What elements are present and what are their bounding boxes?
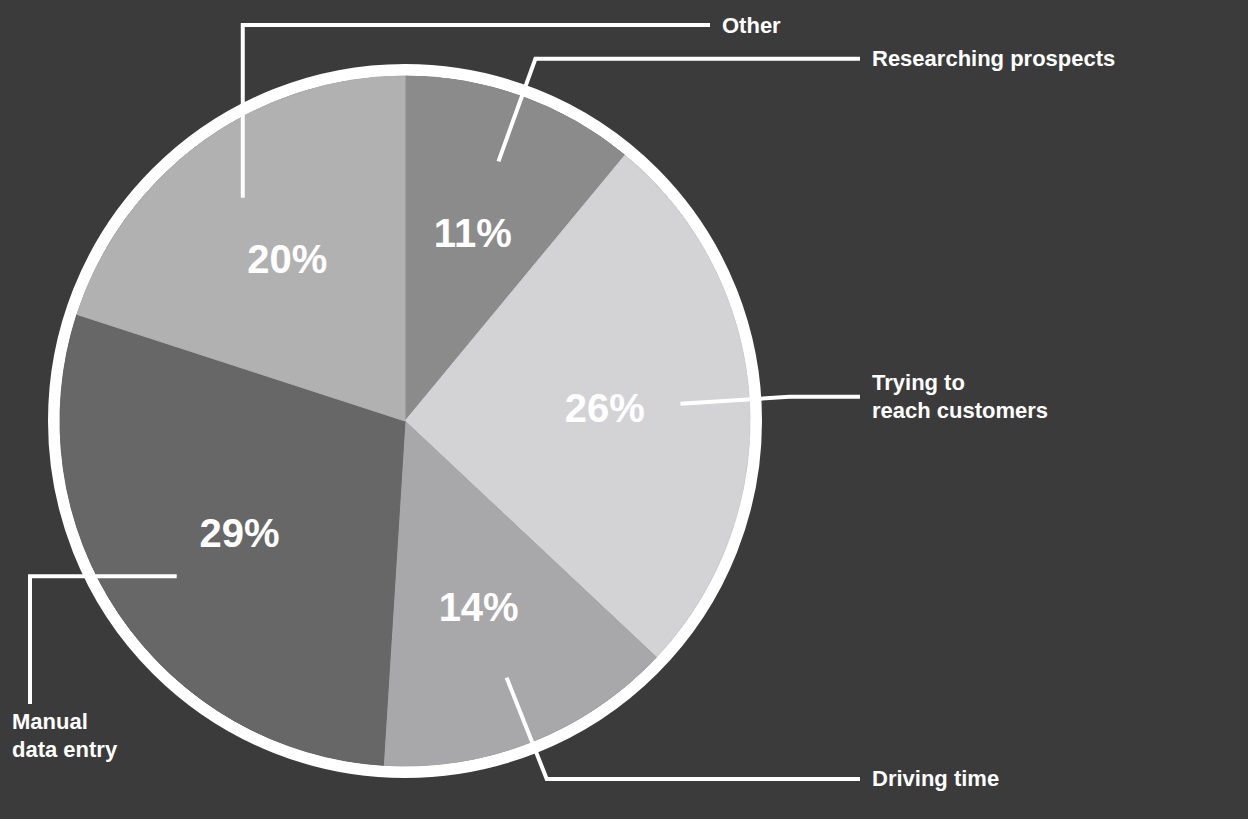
svg-text:reach customers: reach customers bbox=[872, 398, 1048, 423]
svg-text:data entry: data entry bbox=[12, 737, 118, 762]
svg-text:14%: 14% bbox=[439, 585, 519, 629]
svg-text:Other: Other bbox=[722, 13, 781, 38]
svg-text:29%: 29% bbox=[199, 511, 279, 555]
svg-text:Manual: Manual bbox=[12, 709, 88, 734]
svg-text:11%: 11% bbox=[434, 211, 512, 255]
svg-text:20%: 20% bbox=[247, 237, 327, 281]
svg-text:Trying to: Trying to bbox=[872, 370, 965, 395]
svg-text:26%: 26% bbox=[565, 386, 645, 430]
svg-text:Researching prospects: Researching prospects bbox=[872, 46, 1115, 71]
svg-text:Driving time: Driving time bbox=[872, 766, 999, 791]
